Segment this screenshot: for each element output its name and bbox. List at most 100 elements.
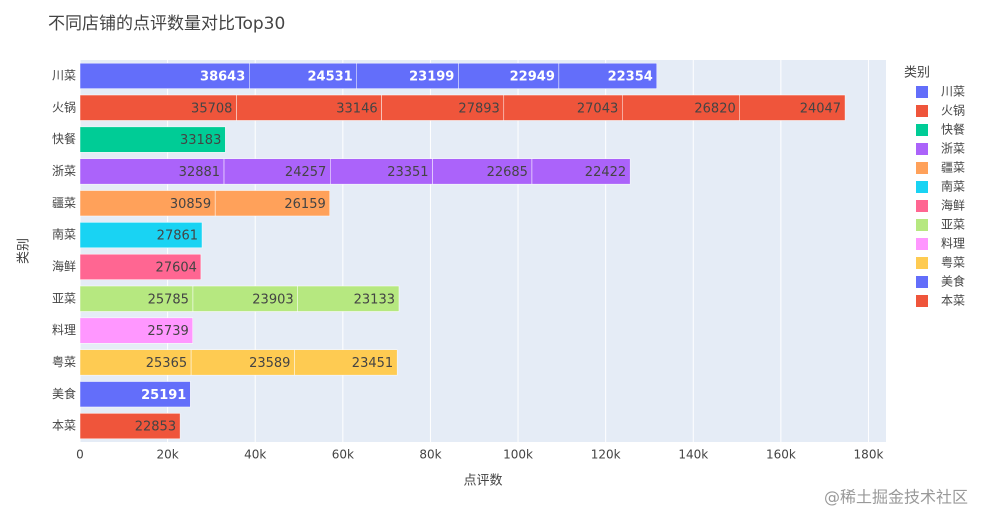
legend-swatch <box>916 105 928 117</box>
legend-swatch <box>916 181 928 193</box>
bar-segment <box>79 285 194 312</box>
x-axis-title: 点评数 <box>463 474 502 489</box>
legend-swatch <box>916 86 928 98</box>
y-tick-label: 料理 <box>52 323 76 337</box>
value-label: 24531 <box>307 69 352 84</box>
value-label: 27861 <box>157 229 198 244</box>
bar-segment <box>79 222 203 249</box>
legend-title: 类别 <box>904 66 930 81</box>
bar-segment <box>214 190 331 217</box>
value-label: 23351 <box>387 165 428 180</box>
y-tick-label: 亚菜 <box>52 291 76 305</box>
y-tick-label: 火锅 <box>52 99 76 114</box>
bar-segment <box>79 317 193 344</box>
y-tick-label: 海鲜 <box>52 258 76 273</box>
y-tick-label: 川菜 <box>52 68 76 82</box>
value-label: 22949 <box>510 69 555 84</box>
value-label: 26820 <box>694 101 735 116</box>
legend-label: 川菜 <box>941 85 965 99</box>
bar-segment <box>356 62 459 89</box>
value-label: 27043 <box>577 101 618 116</box>
value-label: 22422 <box>585 165 626 180</box>
legend-label: 浙菜 <box>941 142 965 156</box>
legend-label: 料理 <box>941 237 965 251</box>
value-label: 25739 <box>147 324 188 339</box>
value-label: 35708 <box>191 101 232 116</box>
y-tick-label: 本菜 <box>52 419 76 433</box>
value-label: 24047 <box>800 101 841 116</box>
value-label: 23589 <box>249 356 290 371</box>
value-label: 33146 <box>336 101 377 116</box>
legend-swatch <box>916 257 928 269</box>
chart-title: 不同店铺的点评数量对比Top30 <box>48 14 285 34</box>
value-label: 23199 <box>409 69 454 84</box>
x-tick-label: 100k <box>503 448 533 462</box>
legend-label: 海鲜 <box>941 198 965 213</box>
value-label: 27893 <box>458 101 499 116</box>
value-label: 26159 <box>284 197 325 212</box>
legend-label: 美食 <box>941 274 965 289</box>
y-axis-title: 类别 <box>17 238 32 264</box>
legend-swatch <box>916 276 928 288</box>
value-label: 38643 <box>200 69 245 84</box>
value-label: 30859 <box>170 197 211 212</box>
bar-segment <box>79 158 225 185</box>
x-tick-label: 180k <box>854 448 884 462</box>
legend-swatch <box>916 295 928 307</box>
legend-label: 疆菜 <box>941 161 965 175</box>
legend-swatch <box>916 200 928 212</box>
x-tick-label: 140k <box>678 448 708 462</box>
bars <box>79 62 846 440</box>
y-tick-label: 快餐 <box>52 131 76 146</box>
bar-segment <box>330 158 433 185</box>
value-label: 23451 <box>352 356 393 371</box>
legend-swatch <box>916 238 928 250</box>
x-tick-label: 40k <box>244 448 266 462</box>
value-label: 27604 <box>156 260 197 275</box>
bar-segment <box>297 285 400 312</box>
bar-segment <box>79 413 181 440</box>
legend-swatch <box>916 219 928 231</box>
value-label: 22354 <box>608 69 653 84</box>
bar-segment <box>432 158 533 185</box>
legend-label: 亚菜 <box>941 218 965 232</box>
bar-segment <box>79 349 192 376</box>
bar-segment <box>249 62 357 89</box>
x-tick-label: 20k <box>156 448 178 462</box>
x-tick-label: 120k <box>591 448 621 462</box>
value-label: 25365 <box>146 356 187 371</box>
legend-label: 南菜 <box>941 179 965 194</box>
value-label: 24257 <box>285 165 326 180</box>
bar-segment <box>503 94 623 121</box>
y-tick-label: 南菜 <box>52 227 76 242</box>
bar-segment <box>558 62 658 89</box>
bar-segment <box>79 190 216 217</box>
bar-segment <box>79 381 191 408</box>
legend-swatch <box>916 143 928 155</box>
value-label: 23903 <box>252 292 293 307</box>
bar-segment <box>294 349 398 376</box>
value-label: 22853 <box>135 420 176 435</box>
y-tick-label: 粤菜 <box>52 354 76 369</box>
value-label: 22685 <box>487 165 528 180</box>
y-tick-label: 疆菜 <box>52 196 76 210</box>
legend-swatch <box>916 124 928 136</box>
value-label: 25191 <box>141 388 186 403</box>
legend-label: 本菜 <box>941 294 965 308</box>
grid <box>79 60 869 442</box>
x-tick-label: 80k <box>419 448 441 462</box>
bar-segment <box>458 62 560 89</box>
bar-segment <box>79 126 226 153</box>
x-tick-label: 160k <box>766 448 796 462</box>
bar-segment <box>622 94 740 121</box>
bar-segment <box>531 158 631 185</box>
value-label: 33183 <box>180 133 221 148</box>
bar-segment <box>79 62 250 89</box>
bar-segment <box>739 94 846 121</box>
value-label: 32881 <box>179 165 220 180</box>
bar-segment <box>79 94 237 121</box>
legend-swatch <box>916 162 928 174</box>
legend-label: 粤菜 <box>941 255 965 270</box>
x-tick-label: 0 <box>76 448 84 462</box>
